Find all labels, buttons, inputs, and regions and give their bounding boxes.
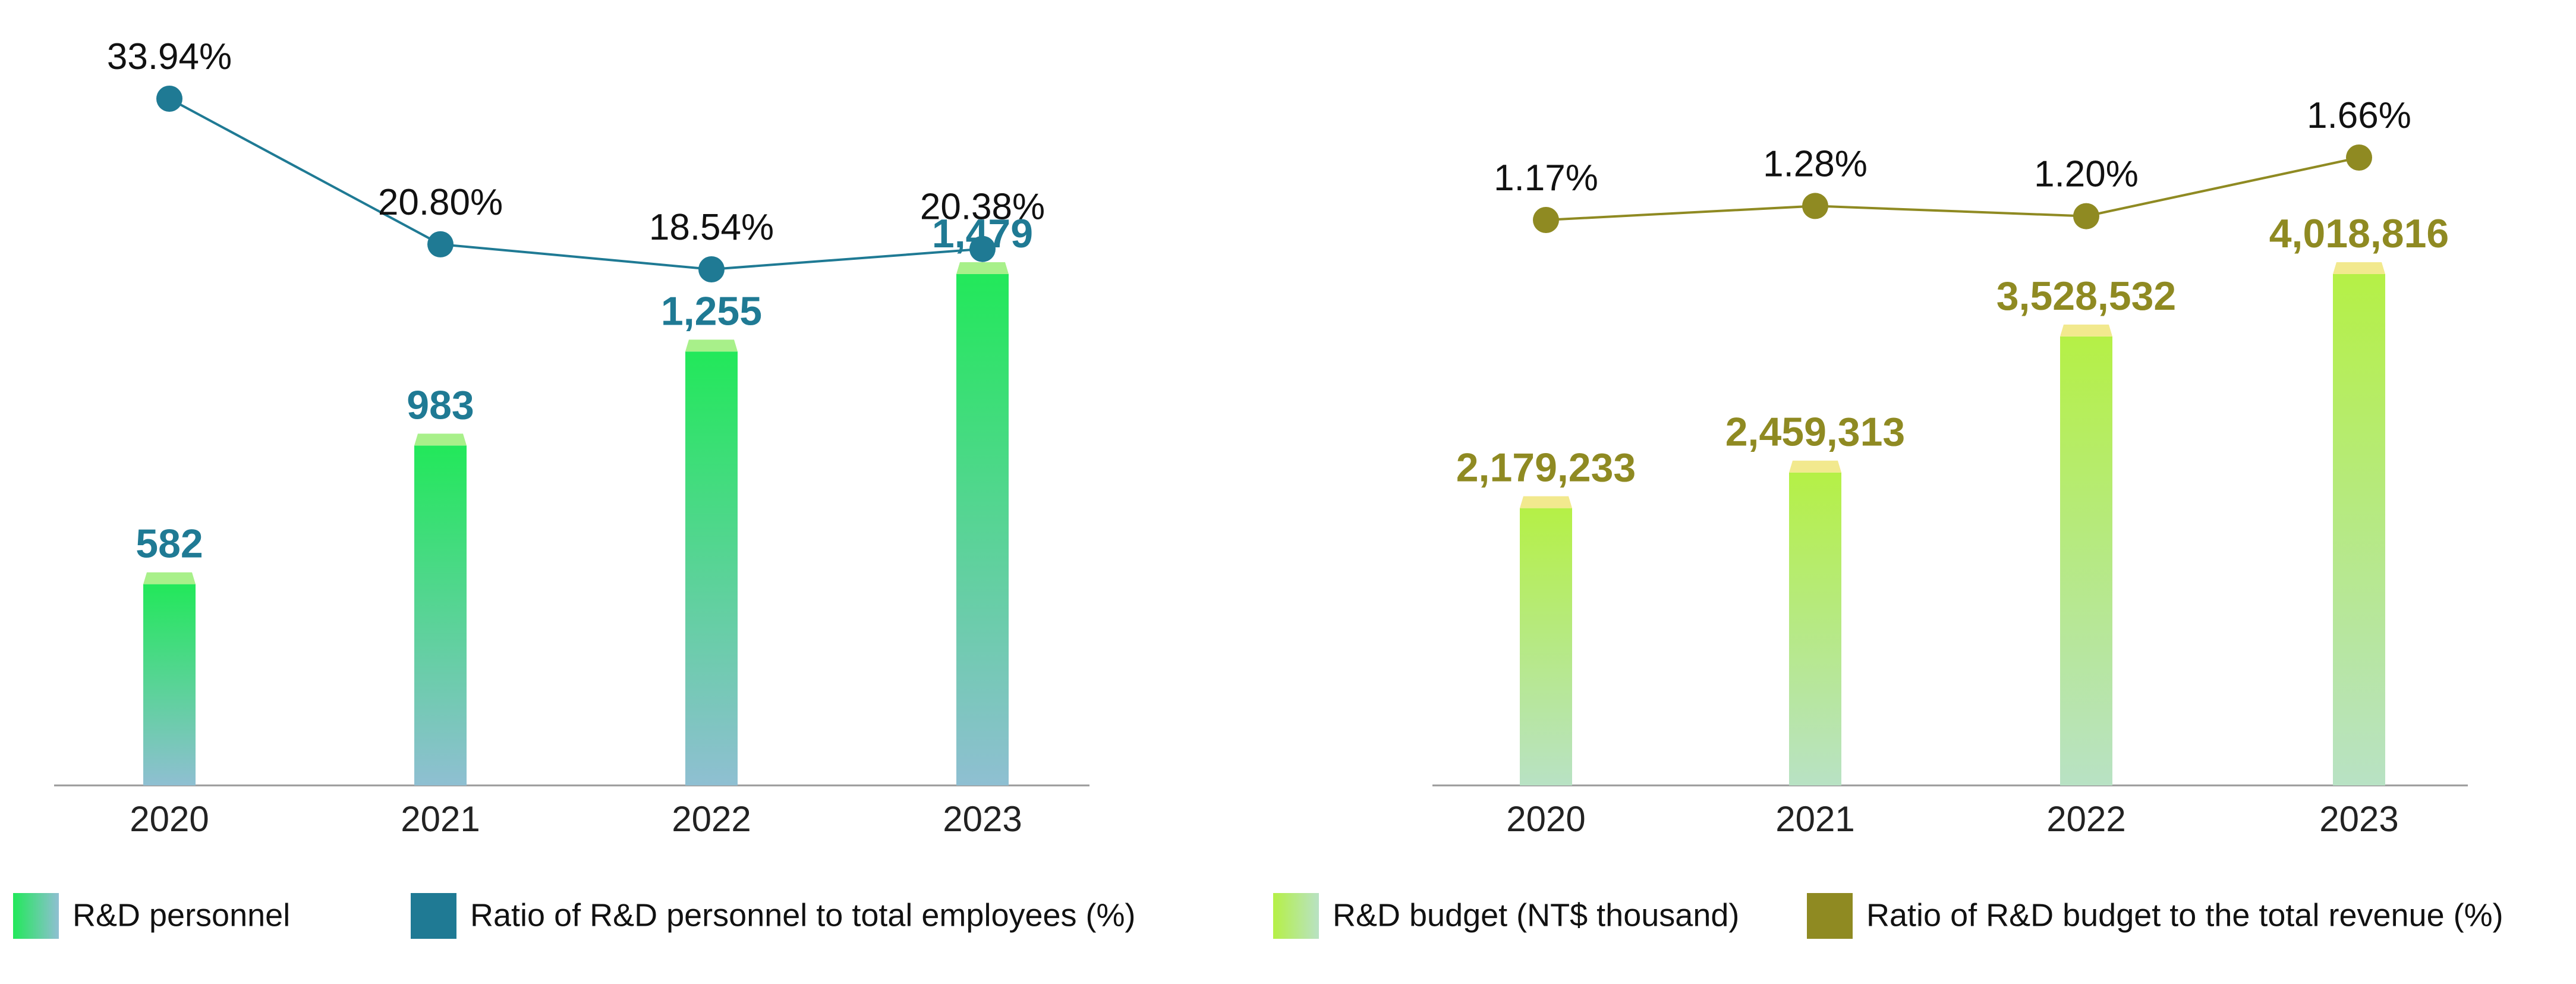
bar xyxy=(1520,508,1572,785)
legend-swatch xyxy=(1807,893,1853,939)
bar xyxy=(143,584,196,785)
line-value-label: 20.38% xyxy=(920,187,1045,228)
x-tick-label: 2021 xyxy=(1775,799,1854,839)
bar-cap xyxy=(143,572,196,584)
line-point xyxy=(2346,144,2372,171)
x-tick-label: 2020 xyxy=(1506,799,1585,839)
bar-value-label: 1,255 xyxy=(661,288,762,334)
line-point xyxy=(156,86,182,112)
legend-label: Ratio of R&D personnel to total employee… xyxy=(470,897,1136,933)
bar-value-label: 582 xyxy=(136,521,203,567)
legend-label: R&D personnel xyxy=(73,897,290,933)
legend-swatch xyxy=(13,893,59,939)
bar-cap xyxy=(414,433,467,446)
bar xyxy=(414,445,467,785)
x-tick-label: 2020 xyxy=(130,799,209,839)
line-value-label: 18.54% xyxy=(649,207,774,248)
line-point xyxy=(1802,193,1828,219)
x-tick-label: 2022 xyxy=(672,799,751,839)
bar xyxy=(1789,472,1841,785)
x-tick-label: 2023 xyxy=(2319,799,2398,839)
bar-value-label: 3,528,532 xyxy=(1996,273,2177,319)
bar-cap xyxy=(956,262,1009,274)
bar-cap xyxy=(685,339,738,352)
bar xyxy=(2060,336,2112,785)
line-value-label: 33.94% xyxy=(107,36,232,77)
line-value-label: 1.28% xyxy=(1763,143,1868,184)
legend-label: Ratio of R&D budget to the total revenue… xyxy=(1866,897,2503,933)
line xyxy=(169,98,983,271)
line-point xyxy=(969,235,996,262)
line-point xyxy=(1533,207,1559,233)
x-tick-label: 2023 xyxy=(943,799,1022,839)
bar-cap xyxy=(1789,460,1841,473)
bar-cap xyxy=(2333,262,2385,274)
legend-swatch xyxy=(411,893,456,939)
line-point xyxy=(427,231,454,257)
line-point xyxy=(2073,203,2099,230)
line xyxy=(1545,156,2360,221)
bar xyxy=(2333,274,2385,785)
line-value-label: 1.66% xyxy=(2307,95,2411,136)
legend-label: R&D budget (NT$ thousand) xyxy=(1333,897,1739,933)
x-tick-label: 2022 xyxy=(2046,799,2125,839)
bar xyxy=(956,274,1009,785)
bar-value-label: 983 xyxy=(407,382,474,427)
bar-value-label: 2,179,233 xyxy=(1456,445,1636,491)
line-value-label: 20.80% xyxy=(378,182,503,223)
bar-value-label: 2,459,313 xyxy=(1725,410,1906,455)
line-point xyxy=(698,256,725,282)
bar-cap xyxy=(2060,324,2112,337)
line-value-label: 1.17% xyxy=(1494,158,1598,199)
x-tick-label: 2021 xyxy=(401,799,480,839)
line-value-label: 1.20% xyxy=(2034,154,2139,195)
legend-swatch xyxy=(1273,893,1319,939)
bar-value-label: 4,018,816 xyxy=(2269,211,2449,256)
bar xyxy=(685,351,738,785)
bar-cap xyxy=(1520,496,1572,508)
